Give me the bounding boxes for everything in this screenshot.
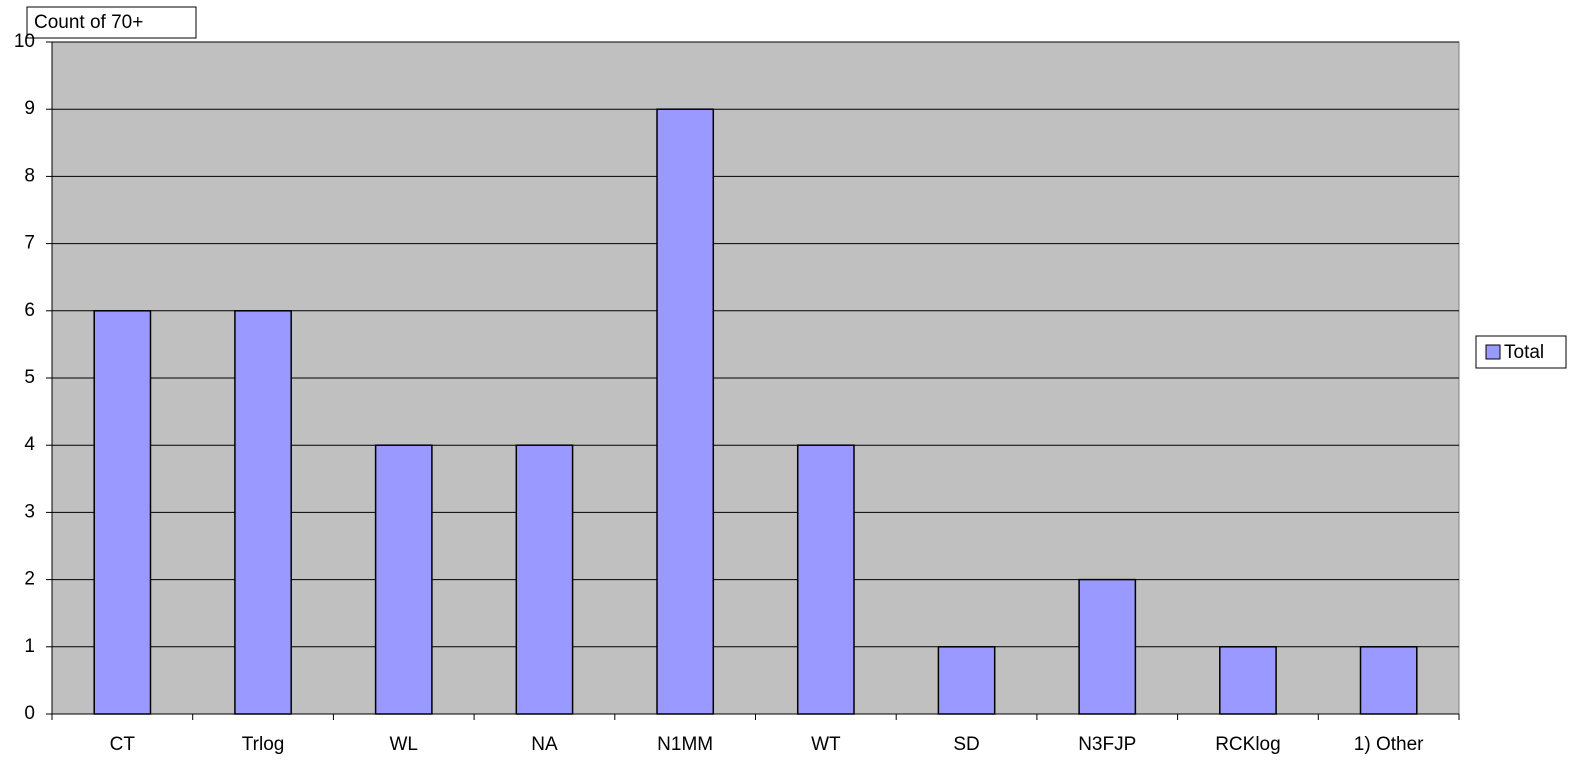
- bar: [93, 310, 152, 715]
- y-tick-label: 3: [24, 501, 35, 522]
- x-tick-label: NA: [531, 734, 558, 755]
- bar: [1078, 578, 1137, 715]
- y-tick-label: 6: [24, 300, 35, 321]
- y-tick-label: 7: [24, 233, 35, 254]
- y-tick-label: 1: [24, 636, 35, 657]
- chart-title: Count of 70+: [34, 12, 143, 33]
- x-tick-label: N3FJP: [1078, 734, 1136, 755]
- bar: [796, 444, 855, 715]
- bar: [374, 444, 433, 715]
- y-tick-label: 8: [24, 165, 35, 186]
- y-tick-label: 10: [14, 31, 35, 52]
- y-tick-label: 0: [24, 703, 35, 724]
- bar: [1359, 646, 1418, 715]
- y-tick-label: 9: [24, 98, 35, 119]
- x-tick-label: WL: [390, 734, 419, 755]
- y-tick-label: 5: [24, 367, 35, 388]
- x-tick-label: N1MM: [657, 734, 713, 755]
- x-tick-label: SD: [953, 734, 979, 755]
- legend-box: [1475, 335, 1567, 369]
- y-tick-label: 2: [24, 569, 35, 590]
- x-tick-label: Trlog: [242, 734, 285, 755]
- title-box: [26, 6, 197, 39]
- x-tick-label: WT: [811, 734, 841, 755]
- bar: [1219, 646, 1277, 715]
- bar: [656, 108, 715, 715]
- bar: [937, 646, 996, 715]
- legend-label: Total: [1504, 342, 1544, 363]
- x-tick-label: RCKlog: [1215, 734, 1280, 755]
- bar: [515, 444, 574, 715]
- y-tick-label: 4: [24, 434, 35, 455]
- x-tick-label: 1) Other: [1354, 734, 1424, 755]
- x-tick-label: CT: [110, 734, 136, 755]
- legend-swatch: [1485, 344, 1501, 360]
- bar: [234, 310, 292, 715]
